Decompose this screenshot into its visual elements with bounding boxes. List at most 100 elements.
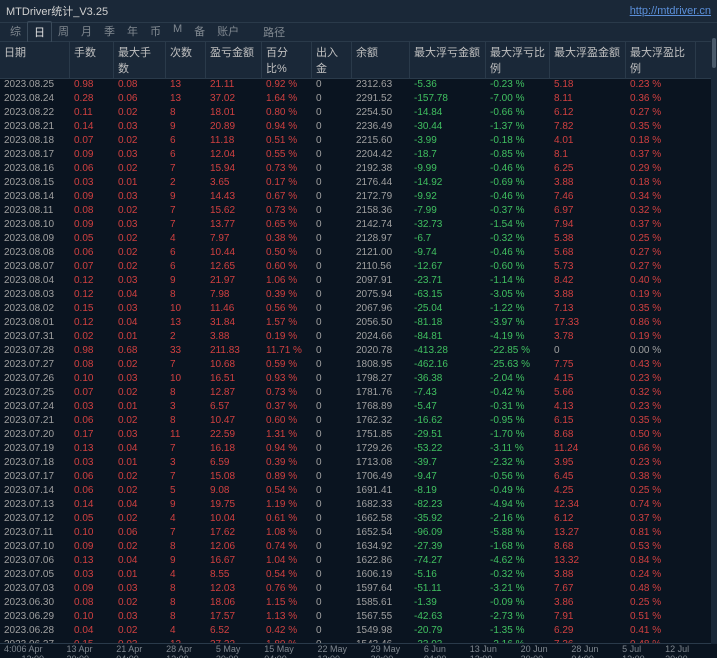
tab-6[interactable]: 币: [144, 21, 167, 43]
tab-7[interactable]: M: [167, 21, 188, 43]
table-row[interactable]: 2023.07.210.060.02810.470.60 %01762.32-1…: [0, 415, 717, 429]
table-row[interactable]: 2023.07.260.100.031016.510.93 %01798.27-…: [0, 373, 717, 387]
table-row[interactable]: 2023.07.310.020.0123.880.19 %02024.66-84…: [0, 331, 717, 345]
table-row[interactable]: 2023.06.300.080.02818.061.15 %01585.61-1…: [0, 597, 717, 611]
cell: -3.97 %: [486, 317, 550, 331]
cell: 7.91: [550, 611, 626, 625]
table-row[interactable]: 2023.08.080.060.02610.440.50 %02121.00-9…: [0, 247, 717, 261]
table-row[interactable]: 2023.08.030.120.0487.980.39 %02075.94-63…: [0, 289, 717, 303]
table-row[interactable]: 2023.07.050.030.0148.550.54 %01606.19-5.…: [0, 569, 717, 583]
table-row[interactable]: 2023.08.150.030.0123.650.17 %02176.44-14…: [0, 177, 717, 191]
table-row[interactable]: 2023.08.250.980.081321.110.92 %02312.63-…: [0, 79, 717, 93]
cell: 0.25 %: [626, 597, 696, 611]
tab-4[interactable]: 季: [98, 21, 121, 43]
cell: 2236.49: [352, 121, 410, 135]
help-link[interactable]: http://mtdriver.cn: [630, 5, 711, 17]
table-row[interactable]: 2023.07.100.090.02812.060.74 %01634.92-2…: [0, 541, 717, 555]
tab-9[interactable]: 账户: [211, 21, 245, 43]
table-row[interactable]: 2023.07.030.090.03812.030.76 %01597.64-5…: [0, 583, 717, 597]
time-tick: 20 Jun 20:00: [521, 644, 572, 658]
table-row[interactable]: 2023.08.220.110.02818.010.80 %02254.50-1…: [0, 107, 717, 121]
cell: -1.37 %: [486, 121, 550, 135]
cell: 0.14: [70, 121, 114, 135]
table-row[interactable]: 2023.08.100.090.03713.770.65 %02142.74-3…: [0, 219, 717, 233]
table-row[interactable]: 2023.08.140.090.03914.430.67 %02172.79-9…: [0, 191, 717, 205]
table-row[interactable]: 2023.07.120.050.02410.040.61 %01662.58-3…: [0, 513, 717, 527]
cell: 0: [312, 401, 352, 415]
table-row[interactable]: 2023.07.250.070.02812.870.73 %01781.76-7…: [0, 387, 717, 401]
table-row[interactable]: 2023.08.240.280.061337.021.64 %02291.52-…: [0, 93, 717, 107]
cell: 0: [312, 513, 352, 527]
cell: -2.32 %: [486, 457, 550, 471]
cell: 2023.06.28: [0, 625, 70, 639]
cell: 3: [166, 457, 206, 471]
col-header-8[interactable]: 最大浮亏金额: [410, 42, 486, 78]
tab-3[interactable]: 月: [75, 21, 98, 43]
tab-5[interactable]: 年: [121, 21, 144, 43]
tab-2[interactable]: 周: [52, 21, 75, 43]
table-row[interactable]: 2023.06.280.040.0246.520.42 %01549.98-20…: [0, 625, 717, 639]
cell: 21.97: [206, 275, 262, 289]
table-row[interactable]: 2023.07.280.980.6833211.8311.71 %02020.7…: [0, 345, 717, 359]
table-row[interactable]: 2023.08.070.070.02612.650.60 %02110.56-1…: [0, 261, 717, 275]
table-row[interactable]: 2023.08.180.070.02611.180.51 %02215.60-3…: [0, 135, 717, 149]
cell: -25.63 %: [486, 359, 550, 373]
cell: 3.78: [550, 331, 626, 345]
table-row[interactable]: 2023.07.180.030.0136.590.39 %01713.08-39…: [0, 457, 717, 471]
cell: 10.04: [206, 513, 262, 527]
table-row[interactable]: 2023.07.110.100.06717.621.08 %01652.54-9…: [0, 527, 717, 541]
col-header-6[interactable]: 出入金: [312, 42, 352, 78]
table-row[interactable]: 2023.07.200.170.031122.591.31 %01751.85-…: [0, 429, 717, 443]
table-row[interactable]: 2023.08.010.120.041331.841.57 %02056.50-…: [0, 317, 717, 331]
tab-1[interactable]: 日: [27, 21, 52, 43]
col-header-3[interactable]: 次数: [166, 42, 206, 78]
col-header-11[interactable]: 最大浮盈比例: [626, 42, 696, 78]
table-row[interactable]: 2023.06.290.100.03817.571.13 %01567.55-4…: [0, 611, 717, 625]
col-header-4[interactable]: 盈亏金额: [206, 42, 262, 78]
col-header-7[interactable]: 余额: [352, 42, 410, 78]
col-header-0[interactable]: 日期: [0, 42, 70, 78]
col-header-5[interactable]: 百分比%: [262, 42, 312, 78]
table-row[interactable]: 2023.08.210.140.03920.890.94 %02236.49-3…: [0, 121, 717, 135]
cell: 0.01: [114, 401, 166, 415]
table-row[interactable]: 2023.07.130.140.04919.751.19 %01682.33-8…: [0, 499, 717, 513]
cell: 2023.08.25: [0, 79, 70, 93]
time-tick: 5 May 20:00: [216, 644, 264, 658]
cell: -14.92: [410, 177, 486, 191]
col-header-9[interactable]: 最大浮亏比例: [486, 42, 550, 78]
table-row[interactable]: 2023.08.090.050.0247.970.38 %02128.97-6.…: [0, 233, 717, 247]
table-row[interactable]: 2023.08.020.150.031011.460.56 %02067.96-…: [0, 303, 717, 317]
table-row[interactable]: 2023.08.040.120.03921.971.06 %02097.91-2…: [0, 275, 717, 289]
col-header-2[interactable]: 最大手数: [114, 42, 166, 78]
scrollbar-thumb[interactable]: [712, 38, 716, 68]
table-row[interactable]: 2023.07.060.130.04916.671.04 %01622.86-7…: [0, 555, 717, 569]
table-row[interactable]: 2023.07.240.030.0136.570.37 %01768.89-5.…: [0, 401, 717, 415]
cell: 0: [312, 247, 352, 261]
table-row[interactable]: 2023.07.190.130.04716.180.94 %01729.26-5…: [0, 443, 717, 457]
cell: 7: [166, 443, 206, 457]
table-row[interactable]: 2023.08.160.060.02715.940.73 %02192.38-9…: [0, 163, 717, 177]
cell: 8: [166, 541, 206, 555]
data-table[interactable]: 日期手数最大手数次数盈亏金额百分比%出入金余额最大浮亏金额最大浮亏比例最大浮盈金…: [0, 42, 717, 646]
cell: -0.46 %: [486, 247, 550, 261]
table-row[interactable]: 2023.08.110.080.02715.620.73 %02158.36-7…: [0, 205, 717, 219]
vertical-scrollbar[interactable]: [711, 38, 717, 644]
cell: 5.73: [550, 261, 626, 275]
col-header-1[interactable]: 手数: [70, 42, 114, 78]
table-row[interactable]: 2023.07.140.060.0259.080.54 %01691.41-8.…: [0, 485, 717, 499]
tab-path[interactable]: 路径: [257, 22, 291, 42]
table-row[interactable]: 2023.08.170.090.03612.040.55 %02204.42-1…: [0, 149, 717, 163]
col-header-10[interactable]: 最大浮盈金额: [550, 42, 626, 78]
cell: 0.03: [70, 401, 114, 415]
tab-0[interactable]: 综: [4, 21, 27, 43]
cell: 0: [312, 415, 352, 429]
cell: 0.54 %: [262, 485, 312, 499]
cell: 10.68: [206, 359, 262, 373]
cell: 8: [166, 415, 206, 429]
cell: 33: [166, 345, 206, 359]
table-row[interactable]: 2023.07.270.080.02710.680.59 %01808.95-4…: [0, 359, 717, 373]
cell: 0.01: [114, 331, 166, 345]
tab-8[interactable]: 备: [188, 21, 211, 43]
table-row[interactable]: 2023.07.170.060.02715.080.89 %01706.49-9…: [0, 471, 717, 485]
cell: 6.29: [550, 625, 626, 639]
